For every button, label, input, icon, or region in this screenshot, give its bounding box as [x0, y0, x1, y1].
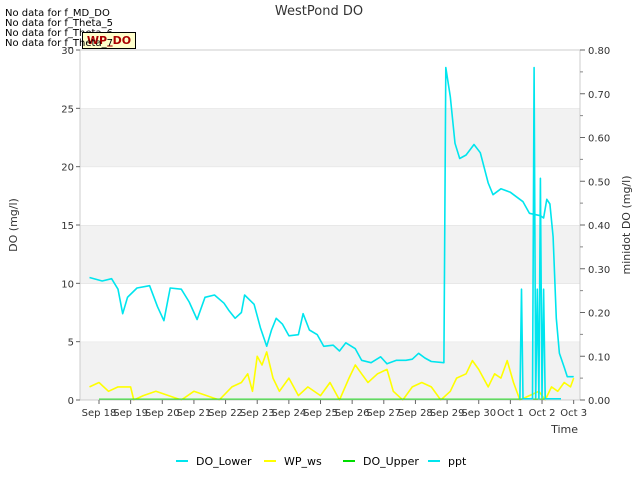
y-tick-label-right: 0.40: [588, 221, 610, 232]
y-tick-label-left: 25: [61, 104, 74, 115]
y-axis-right: 0.00 0.10 0.20 0.30 0.40 0.50 0.60 0.70 0.80: [580, 46, 610, 407]
y-tick-label-left: 0: [68, 396, 74, 407]
grid-band: [80, 225, 580, 284]
grid-band: [80, 108, 580, 167]
y-tick-label-left: 20: [61, 163, 74, 174]
y-tick-label-right: 0.60: [588, 134, 610, 145]
legend-label: DO_Lower: [196, 455, 252, 468]
series-line-ppt: [519, 66, 561, 400]
y-tick-label-right: 0.10: [588, 352, 610, 363]
x-axis-label: Time: [550, 423, 578, 436]
grid-band: [80, 341, 580, 400]
y-tick-label-right: 0.00: [588, 396, 610, 407]
nodata-message: No data for f_MD_DO: [5, 8, 110, 19]
x-tick-label: Oct 1: [497, 408, 524, 419]
y-tick-label-left: 30: [61, 46, 74, 57]
x-tick-label: Sep 25: [303, 408, 338, 419]
y-tick-label-right: 0.50: [588, 177, 610, 188]
legend-label: DO_Upper: [363, 455, 419, 468]
x-tick-label: Sep 27: [366, 408, 401, 419]
plot-lines: [89, 66, 575, 401]
chart-title: WestPond DO: [275, 4, 363, 19]
x-tick-label: Sep 19: [113, 408, 148, 419]
y-axis-label-left: DO (mg/l): [7, 198, 20, 252]
legend-label: ppt: [448, 455, 467, 468]
x-tick-label: Oct 2: [529, 408, 556, 419]
x-tick-label: Sep 18: [82, 408, 117, 419]
x-tick-label: Sep 30: [461, 408, 496, 419]
x-tick-label: Sep 21: [177, 408, 212, 419]
x-tick-label: Sep 28: [398, 408, 433, 419]
nodata-message: No data for f_Theta_7: [5, 38, 113, 49]
grid-band: [80, 283, 580, 342]
series-line-wp-ws: [89, 351, 575, 401]
grid-band: [80, 166, 580, 225]
x-tick-label: Sep 24: [271, 408, 306, 419]
y-axis-label-right: minidot DO (mg/l): [620, 176, 633, 275]
y-tick-label-left: 15: [61, 221, 74, 232]
x-tick-label: Sep 29: [430, 408, 465, 419]
legend-label: WP_ws: [284, 455, 322, 468]
y-tick-label-right: 0.80: [588, 46, 610, 57]
x-tick-label: Sep 20: [145, 408, 180, 419]
site-badge[interactable]: WP_DO: [82, 32, 136, 49]
legend: DO_Lower WP_ws DO_Upper ppt: [176, 455, 467, 468]
x-tick-label: Sep 23: [240, 408, 275, 419]
y-tick-label-left: 5: [68, 338, 74, 349]
grid-bands: [80, 49, 580, 400]
nodata-message: No data for f_Theta_5: [5, 18, 113, 29]
x-tick-label: Oct 3: [560, 408, 587, 419]
y-tick-label-left: 10: [61, 279, 74, 290]
x-tick-label: Sep 22: [208, 408, 243, 419]
series-line-do-lower: [89, 66, 574, 378]
y-tick-label-right: 0.20: [588, 309, 610, 320]
nodata-message: No data for f_Theta_6: [5, 28, 113, 39]
y-axis-left: 0 5 10 15 20 25 30: [61, 46, 80, 407]
y-tick-label-right: 0.70: [588, 90, 610, 101]
y-tick-label-right: 0.30: [588, 265, 610, 276]
x-tick-label: Sep 26: [335, 408, 370, 419]
grid-band: [80, 50, 580, 109]
